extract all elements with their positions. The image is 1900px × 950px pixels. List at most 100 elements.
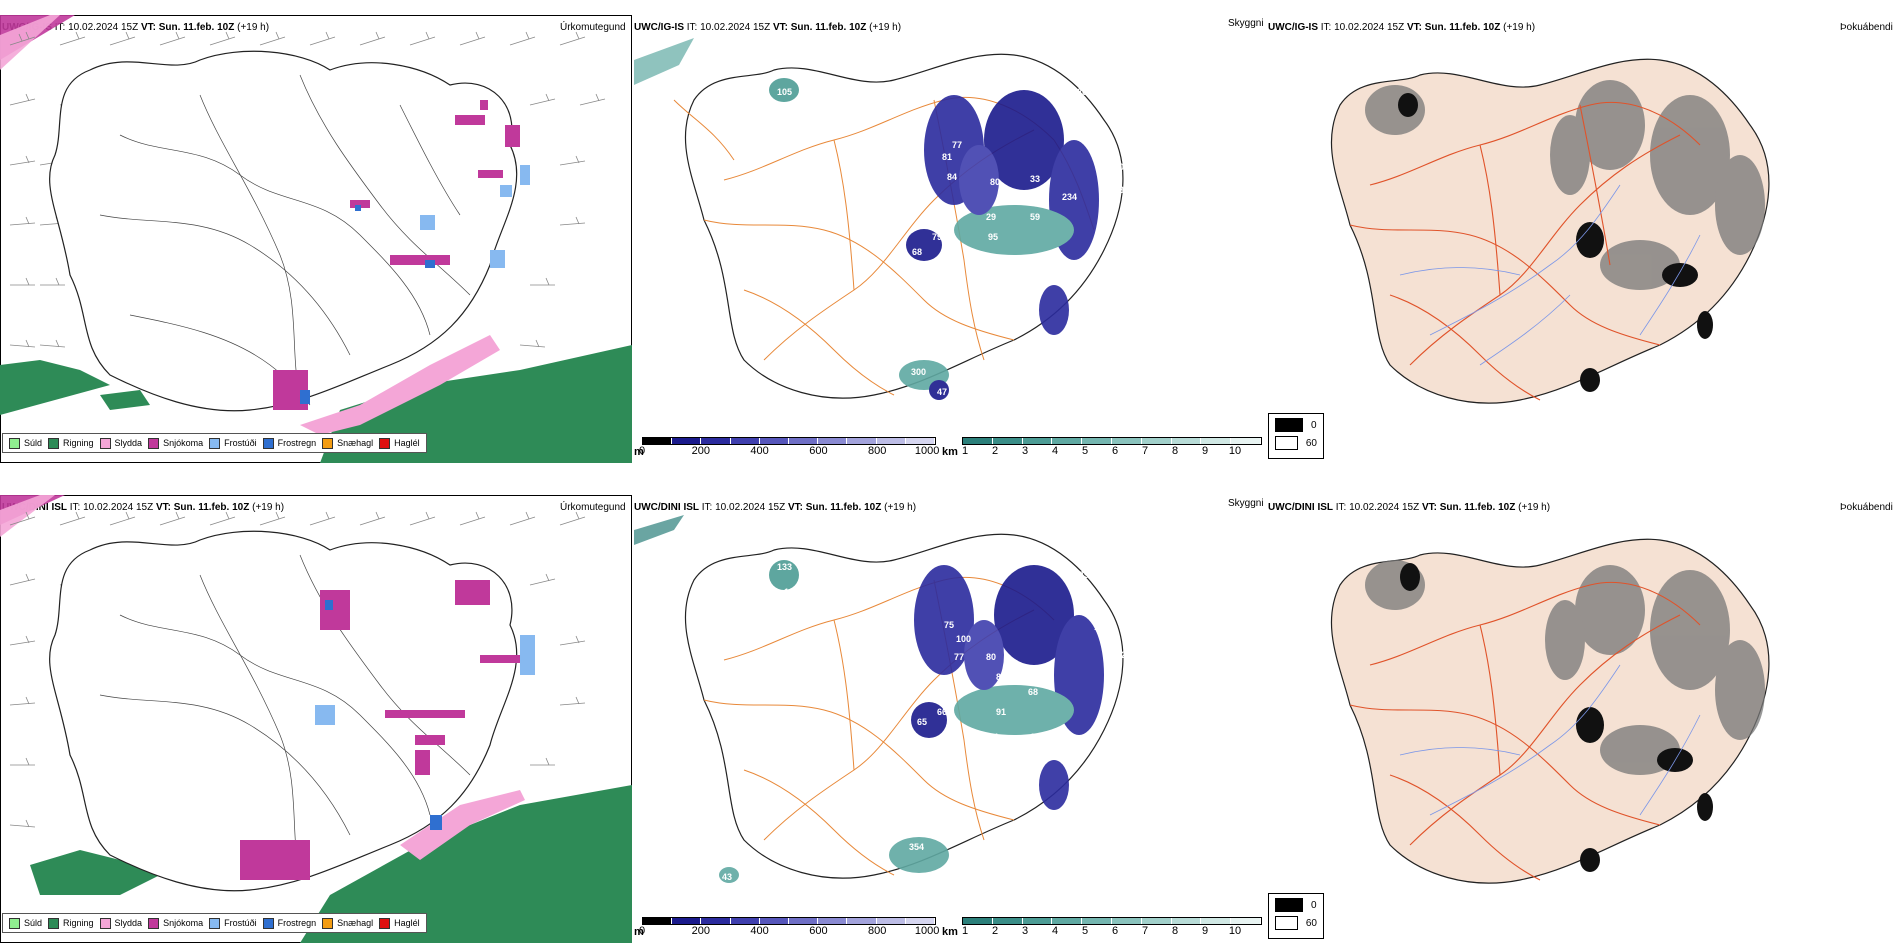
- fog-header-2: UWC/DINI ISL IT: 10.02.2024 15Z VT: Sun.…: [1268, 502, 1551, 513]
- ceiling-label: 79: [932, 232, 942, 242]
- ceiling-unit: m: [634, 446, 644, 458]
- svg-text:196: 196: [1084, 592, 1099, 602]
- ceiling-label: 33: [1030, 174, 1040, 184]
- row-1: UWC/IG-IS IT: 10.02.2024 15Z VT: Sun. 11…: [0, 15, 1893, 463]
- precip-map-2: [0, 495, 632, 943]
- ceiling-label: 81: [942, 152, 952, 162]
- fog-title-2: Þokuábendi: [1840, 502, 1893, 513]
- legend-item: Frostúði: [209, 437, 257, 449]
- ceiling-label: 29: [986, 212, 996, 222]
- ceiling-scale: 0 200 400 600 800 1000: [639, 437, 939, 457]
- ceiling-label: 80: [990, 177, 1000, 187]
- ceiling-label: 84: [947, 172, 957, 182]
- ceiling-label: 300: [911, 367, 926, 377]
- legend-swatch-snow: [148, 437, 160, 449]
- legend-swatch-drizzle: [9, 437, 20, 449]
- ceiling-label: 59: [1030, 212, 1040, 222]
- svg-text:65: 65: [917, 717, 927, 727]
- ceiling-header-2: UWC/DINI ISL IT: 10.02.2024 15Z VT: Sun.…: [634, 502, 917, 513]
- ceiling-unit-2: m: [634, 926, 644, 938]
- ceiling-label: 80: [1092, 272, 1102, 282]
- legend-swatch-freezing-drizzle: [209, 437, 221, 449]
- ceiling-scale-2: 0 200 400 600 800 1000: [639, 917, 939, 937]
- fog-legend: 0 60: [1268, 413, 1324, 459]
- precip-legend: Súld Rigning Slydda Snjókoma Frostúði Fr…: [2, 433, 427, 453]
- fog-legend-2: 0 60: [1268, 893, 1324, 939]
- svg-text:91: 91: [996, 707, 1006, 717]
- ceiling-label: 57: [1142, 149, 1152, 159]
- svg-text:43: 43: [722, 872, 732, 882]
- fog-map-2: [1330, 538, 1770, 884]
- ceiling-label: 203: [1086, 129, 1101, 139]
- svg-text:88: 88: [1032, 667, 1042, 677]
- legend-item: Slydda: [99, 437, 142, 449]
- ceiling-scale-bar: [642, 437, 936, 445]
- init-time: IT: 10.02.2024 15Z: [54, 22, 139, 33]
- ceiling-map-2: 133 110 93 75 100 77 80 85 66 65 91 151 …: [634, 515, 1177, 883]
- ceiling-map: 105 81 77 84 80 110 29 79 68 95 59 77 33…: [634, 38, 1177, 400]
- svg-text:354: 354: [909, 842, 924, 852]
- svg-text:66: 66: [937, 707, 947, 717]
- svg-text:151: 151: [984, 732, 999, 742]
- ceiling-label: 853: [1074, 259, 1089, 269]
- visibility-unit: km: [942, 446, 958, 458]
- ceiling-label: 80: [1090, 287, 1100, 297]
- svg-text:179: 179: [1074, 570, 1089, 580]
- svg-text:87: 87: [1167, 612, 1177, 622]
- legend-swatch-hail: [379, 437, 391, 449]
- ceiling-header: UWC/IG-IS IT: 10.02.2024 15Z VT: Sun. 11…: [634, 22, 902, 33]
- visibility-scale: 1 2 3 4 5 6 7 8 9 10: [962, 437, 1262, 457]
- svg-text:48: 48: [1064, 807, 1074, 817]
- ceiling-label: 77: [1024, 259, 1034, 269]
- legend-swatch-rain: [48, 437, 60, 449]
- ceiling-label: 200: [1077, 87, 1092, 97]
- svg-text:80: 80: [986, 652, 996, 662]
- precip-map-frame: [0, 15, 632, 463]
- ceiling-title: Skyggni: [1228, 18, 1264, 29]
- ceiling-title-2: Skyggni: [1228, 498, 1264, 509]
- ceiling-label: 105: [777, 87, 792, 97]
- svg-text:62: 62: [1030, 732, 1040, 742]
- ceiling-label: 14: [1142, 187, 1152, 197]
- svg-text:112: 112: [1094, 608, 1109, 618]
- svg-text:68: 68: [1028, 687, 1038, 697]
- svg-text:110: 110: [784, 587, 799, 597]
- svg-text:42: 42: [1116, 650, 1126, 660]
- visibility-scale-bar: [962, 437, 1262, 445]
- ceiling-label: 117: [1034, 194, 1049, 204]
- valid-time: VT: Sun. 11.feb. 10Z: [140, 22, 235, 33]
- svg-text:77: 77: [954, 652, 964, 662]
- ceiling-label: 68: [912, 247, 922, 257]
- ceiling-label: 47: [937, 387, 947, 397]
- fog-legend-swatch-white: [1275, 436, 1298, 450]
- fog-map: [1330, 58, 1770, 404]
- svg-text:47: 47: [1140, 652, 1150, 662]
- precip-map: [0, 15, 632, 463]
- legend-item: Snæhagl: [322, 437, 373, 449]
- svg-text:90: 90: [1166, 627, 1176, 637]
- precip-title: Úrkomutegund: [560, 22, 626, 33]
- ceiling-label: 205: [1114, 162, 1129, 172]
- ceiling-label: 111: [1072, 105, 1086, 115]
- fog-legend-swatch-black: [1275, 418, 1303, 432]
- svg-text:85: 85: [996, 672, 1006, 682]
- svg-text:95: 95: [1124, 587, 1134, 597]
- legend-swatch-sleet: [99, 437, 111, 449]
- fog-title: Þokuábendi: [1840, 22, 1893, 33]
- ceiling-label: 95: [988, 232, 998, 242]
- svg-text:93: 93: [974, 580, 984, 590]
- legend-swatch-freezing-rain: [262, 437, 274, 449]
- row-2: UWC/DINI ISL IT: 10.02.2024 15Z VT: Sun.…: [0, 480, 1900, 950]
- legend-item: Snjókoma: [148, 437, 203, 449]
- svg-text:165: 165: [1094, 622, 1109, 632]
- ceiling-label: 138: [1114, 185, 1129, 195]
- legend-swatch-snow-pellets: [322, 437, 334, 449]
- ceiling-label: 47: [1064, 327, 1074, 337]
- legend-item: Frostregn: [262, 437, 316, 449]
- legend-item: Súld: [9, 437, 42, 449]
- lead-time: (+19 h): [237, 22, 270, 33]
- ceiling-label: 234: [1062, 192, 1077, 202]
- visibility-scale-2: 1 2 3 4 5 6 7 8 9 10: [962, 917, 1262, 937]
- precip-title-2: Úrkomutegund: [560, 502, 626, 513]
- legend-item: Haglél: [379, 437, 420, 449]
